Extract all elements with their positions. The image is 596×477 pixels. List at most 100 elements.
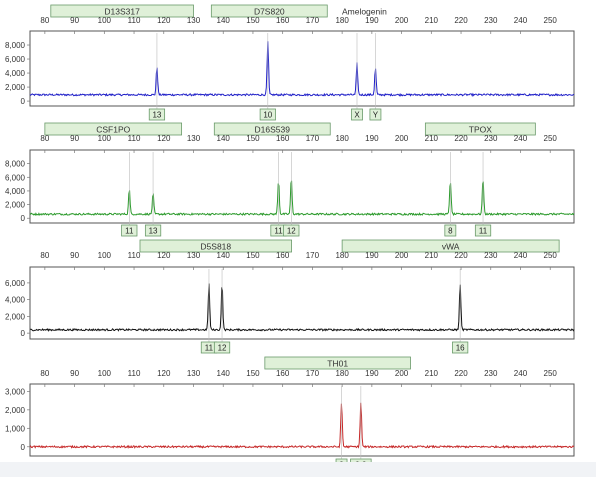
allele-label: 10: [263, 111, 272, 120]
y-tick-label: 2,000: [5, 406, 26, 415]
x-tick-label: 180: [335, 369, 349, 378]
locus-label: D7S820: [254, 7, 285, 17]
x-tick-label: 110: [128, 369, 141, 378]
trace-line: [30, 283, 575, 332]
allele-label-box: [474, 224, 492, 237]
y-tick-label: 8,000: [5, 160, 26, 169]
x-tick-label: 150: [246, 134, 260, 143]
x-tick-label: 90: [70, 369, 79, 378]
trace-line: [29, 41, 575, 97]
y-tick-label: 4,000: [5, 296, 26, 305]
x-tick-label: 200: [395, 251, 409, 260]
x-tick-label: 210: [425, 16, 439, 25]
allele-label-box: [144, 224, 162, 237]
x-tick-label: 100: [98, 369, 112, 378]
allele-label: 12: [287, 227, 296, 236]
locus-label: D13S317: [104, 7, 140, 17]
x-tick-label: 220: [454, 251, 468, 260]
x-tick-label: 130: [187, 16, 201, 25]
x-tick-label: 170: [306, 134, 320, 143]
x-tick-label: 150: [246, 251, 260, 260]
x-tick-label: 100: [98, 251, 112, 260]
locus-label: Amelogenin: [342, 7, 387, 17]
x-tick-label: 180: [335, 16, 349, 25]
trace-line: [29, 402, 575, 449]
locus-label: TH01: [327, 359, 348, 369]
allele-label-box: [121, 224, 138, 237]
x-tick-label: 100: [98, 16, 112, 25]
locus-bar: [341, 239, 560, 253]
x-tick-label: 220: [454, 16, 468, 25]
x-tick-label: 180: [335, 251, 349, 260]
x-tick-label: 250: [544, 134, 558, 143]
allele-label: 13: [152, 111, 161, 120]
locus-bar: [139, 239, 292, 253]
plot-frame: [29, 30, 575, 107]
x-tick-label: 110: [128, 16, 141, 25]
x-tick-label: 200: [395, 134, 409, 143]
locus-bar: [264, 356, 411, 370]
allele-label-box: [351, 108, 363, 121]
x-tick-label: 90: [70, 16, 79, 25]
allele-label-box: [452, 341, 469, 354]
y-tick-label: 6,000: [5, 55, 26, 64]
x-tick-label: 120: [157, 134, 171, 143]
x-tick-label: 230: [484, 134, 498, 143]
x-tick-label: 110: [128, 251, 141, 260]
locus-bar: [213, 122, 331, 136]
x-tick-label: 240: [514, 251, 528, 260]
allele-label: X: [354, 111, 360, 120]
x-tick-label: 120: [157, 16, 171, 25]
locus-label: D16S539: [255, 125, 291, 135]
y-tick-label: 3,000: [5, 387, 26, 396]
x-tick-label: 210: [425, 134, 439, 143]
y-tick-label: 8,000: [5, 41, 26, 50]
x-tick-label: 80: [40, 369, 49, 378]
y-tick-label: 6,000: [5, 173, 26, 182]
x-tick-label: 240: [514, 134, 528, 143]
allele-label: 16: [456, 344, 465, 353]
allele-label: 11: [205, 344, 214, 353]
allele-label-box: [148, 108, 166, 121]
x-tick-label: 160: [276, 369, 290, 378]
x-tick-label: 230: [484, 369, 498, 378]
footer-strip: [0, 462, 596, 477]
x-tick-label: 140: [217, 251, 231, 260]
x-tick-label: 230: [484, 16, 498, 25]
y-tick-label: 0: [21, 97, 26, 106]
x-tick-label: 250: [544, 251, 558, 260]
x-tick-label: 80: [40, 134, 49, 143]
x-tick-label: 120: [157, 369, 171, 378]
x-tick-label: 210: [425, 251, 439, 260]
x-tick-label: 90: [70, 134, 79, 143]
x-tick-label: 200: [395, 369, 409, 378]
x-tick-label: 130: [187, 251, 201, 260]
y-tick-label: 0: [21, 443, 26, 452]
y-tick-label: 0: [21, 214, 26, 223]
y-tick-label: 6,000: [5, 279, 26, 288]
x-tick-label: 140: [217, 16, 231, 25]
x-tick-label: 160: [276, 251, 290, 260]
allele-label-box: [259, 108, 276, 121]
x-tick-label: 90: [70, 251, 79, 260]
locus-label: TPOX: [469, 125, 492, 135]
plot-frame: [29, 149, 575, 224]
y-tick-label: 2,000: [5, 83, 26, 92]
x-tick-label: 200: [395, 16, 409, 25]
y-tick-label: 2,000: [5, 201, 26, 210]
x-tick-label: 220: [454, 134, 468, 143]
locus-bar: [44, 122, 183, 136]
locus-bar: [424, 122, 536, 136]
x-tick-label: 180: [335, 134, 349, 143]
panel-4: TH01 80 90 100 110 120 130 140 150 160 170 180 190 20…: [5, 356, 575, 471]
x-tick-label: 190: [365, 16, 379, 25]
x-tick-label: 80: [40, 251, 49, 260]
locus-label: D5S818: [200, 242, 231, 252]
x-tick-label: 150: [246, 369, 260, 378]
allele-label: 11: [479, 227, 488, 236]
x-tick-label: 120: [157, 251, 171, 260]
